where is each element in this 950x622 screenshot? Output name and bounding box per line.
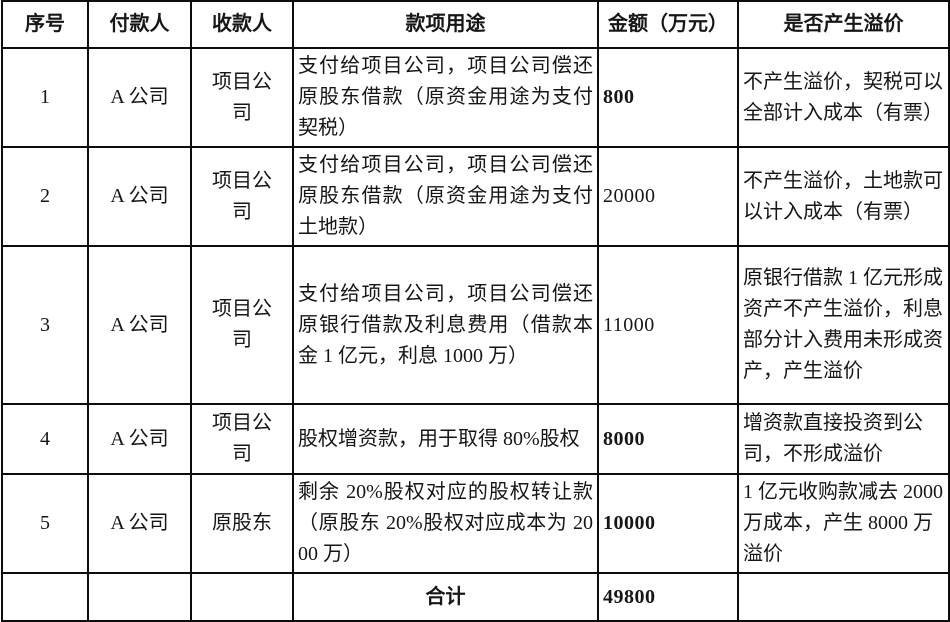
header-payee: 收款人 (190, 0, 294, 49)
table-row: 5 A 公司 原股东 剩余 20%股权对应的股权转让款（原股东 20%股权对应成… (1, 473, 950, 574)
payee-text: 项目公司 (212, 70, 272, 124)
cell-payer-empty (87, 572, 192, 622)
cell-premium: 1 亿元收购款减去 2000 万成本，产生 8000 万溢价 (737, 473, 950, 574)
cell-amount: 20000 (597, 146, 739, 247)
cell-serial: 5 (1, 473, 89, 574)
header-serial: 序号 (1, 0, 89, 49)
table-row: 1 A 公司 项目公司 支付给项目公司，项目公司偿还原股东借款（原资金用途为支付… (1, 47, 950, 148)
cell-amount: 11000 (597, 245, 739, 405)
total-amount: 49800 (597, 572, 739, 622)
cell-serial: 2 (1, 146, 89, 247)
total-row: 合计 49800 (1, 572, 950, 622)
cell-amount: 800 (597, 47, 739, 148)
table-row: 2 A 公司 项目公司 支付给项目公司，项目公司偿还原股东借款（原资金用途为支付… (1, 146, 950, 247)
cell-amount: 8000 (597, 403, 739, 475)
cell-purpose: 股权增资款，用于取得 80%股权 (292, 403, 599, 475)
payee-text: 项目公司 (212, 298, 272, 351)
header-premium: 是否产生溢价 (737, 0, 950, 49)
cell-amount: 10000 (597, 473, 739, 574)
cell-serial: 4 (1, 403, 89, 475)
cell-purpose: 支付给项目公司，项目公司偿还原股东借款（原资金用途为支付契税） (292, 47, 599, 148)
cell-payer: A 公司 (87, 146, 192, 247)
cell-purpose: 支付给项目公司，项目公司偿还原银行借款及利息费用（借款本金 1 亿元，利息 10… (292, 245, 599, 405)
table-row: 3 A 公司 项目公司 支付给项目公司，项目公司偿还原银行借款及利息费用（借款本… (1, 245, 950, 405)
cell-payee: 项目公司 (190, 403, 294, 475)
table-row: 4 A 公司 项目公司 股权增资款，用于取得 80%股权 8000 增资款直接投… (1, 403, 950, 475)
payee-text: 项目公司 (212, 169, 272, 223)
cell-payee-empty (190, 572, 294, 622)
cell-payer: A 公司 (87, 245, 192, 405)
cell-payer: A 公司 (87, 403, 192, 475)
cell-payer: A 公司 (87, 47, 192, 148)
cell-payee: 项目公司 (190, 245, 294, 405)
cell-payer: A 公司 (87, 473, 192, 574)
cell-premium: 增资款直接投资到公司，不形成溢价 (737, 403, 950, 475)
cell-premium-empty (737, 572, 950, 622)
cell-purpose: 剩余 20%股权对应的股权转让款（原股东 20%股权对应成本为 2000 万） (292, 473, 599, 574)
cell-serial-empty (1, 572, 89, 622)
cell-payee: 项目公司 (190, 146, 294, 247)
cell-payee: 原股东 (190, 473, 294, 574)
cell-premium: 原银行借款 1 亿元形成资产不产生溢价，利息部分计入费用未形成资产，产生溢价 (737, 245, 950, 405)
header-purpose: 款项用途 (292, 0, 599, 49)
header-amount: 金额（万元） (597, 0, 739, 49)
payee-text: 原股东 (212, 512, 272, 535)
header-row: 序号 付款人 收款人 款项用途 金额（万元） 是否产生溢价 (1, 0, 950, 49)
header-payer: 付款人 (87, 0, 192, 49)
total-label: 合计 (292, 572, 599, 622)
cell-premium: 不产生溢价，土地款可以计入成本（有票） (737, 146, 950, 247)
cell-serial: 1 (1, 47, 89, 148)
cell-purpose: 支付给项目公司，项目公司偿还原股东借款（原资金用途为支付土地款） (292, 146, 599, 247)
cell-payee: 项目公司 (190, 47, 294, 148)
cell-premium: 不产生溢价，契税可以全部计入成本（有票） (737, 47, 950, 148)
payee-text: 项目公司 (212, 412, 272, 465)
cell-serial: 3 (1, 245, 89, 405)
